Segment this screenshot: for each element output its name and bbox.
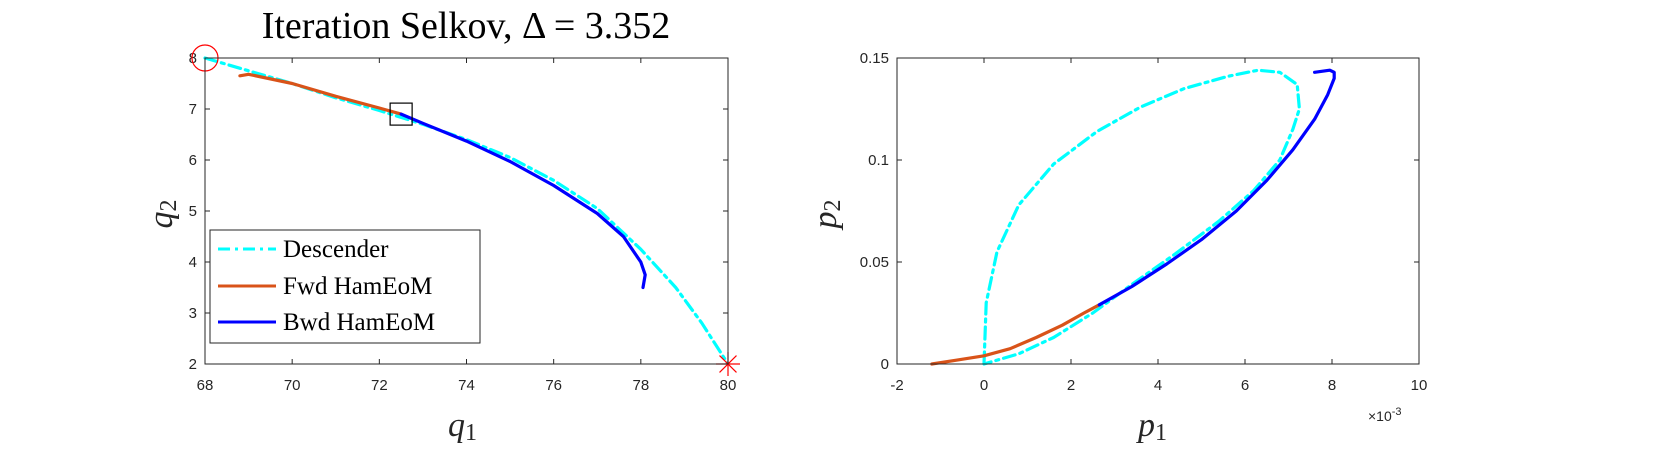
y-tick-label: 6	[189, 152, 197, 169]
x-tick-label: 74	[458, 377, 475, 394]
y-tick-label: 0.05	[860, 254, 889, 271]
legend: Descender Fwd HamEoM Bwd HamEoM	[209, 229, 481, 344]
plot-area	[897, 58, 1419, 364]
x-tick-label: 78	[632, 377, 649, 394]
legend-entry-descender: Descender	[283, 236, 389, 263]
y-tick-label: 2	[189, 356, 197, 373]
x-tick-label: 80	[720, 377, 737, 394]
series-fwd-hameom	[930, 303, 1101, 366]
series-bwd-hameom	[1097, 68, 1336, 307]
x-tick-label: 2	[1067, 377, 1075, 394]
x-axis-label: p1	[1136, 407, 1167, 446]
x-tick-label: 4	[1154, 377, 1162, 394]
x-tick-label: 10	[1411, 377, 1428, 394]
chart-title: Iteration Selkov, Δ = 3.352	[262, 5, 671, 47]
y-axis-label: q2	[143, 200, 182, 229]
chart-q1-q2: Iteration Selkov, Δ = 3.352 68 70 72 74 76 78…	[143, 5, 740, 446]
series-fwd-hameom	[238, 72, 403, 116]
x-tick-label: 76	[545, 377, 562, 394]
y-tick-label: 3	[189, 305, 197, 322]
y-axis-label: p2	[807, 200, 846, 231]
legend-entry-fwd: Fwd HamEoM	[283, 273, 432, 300]
y-tick-label: 4	[189, 254, 197, 271]
x-tick-label: -2	[890, 377, 903, 394]
legend-entry-bwd: Bwd HamEoM	[283, 309, 435, 336]
axes-box	[204, 57, 729, 365]
axes-box	[896, 57, 1420, 365]
y-tick-label: 8	[189, 50, 197, 67]
series-lines	[930, 68, 1336, 366]
series-lines	[203, 56, 730, 366]
series-bwd-hameom	[399, 112, 647, 290]
x-exponent-label: ×10-3	[1368, 406, 1402, 424]
y-tick-label: 0.1	[868, 152, 889, 169]
x-tick-label: 0	[980, 377, 988, 394]
y-tick-label: 5	[189, 203, 197, 220]
x-tick-label: 6	[1241, 377, 1249, 394]
square-marker	[389, 102, 413, 126]
x-tick-label: 68	[197, 377, 214, 394]
x-axis-label: q1	[448, 407, 477, 446]
y-tick-label: 0.15	[860, 50, 889, 67]
x-tick-label: 72	[371, 377, 388, 394]
y-tick-label: 7	[189, 101, 197, 118]
y-tick-label: 0	[881, 356, 889, 373]
x-tick-label: 70	[284, 377, 301, 394]
x-tick-label: 8	[1328, 377, 1336, 394]
